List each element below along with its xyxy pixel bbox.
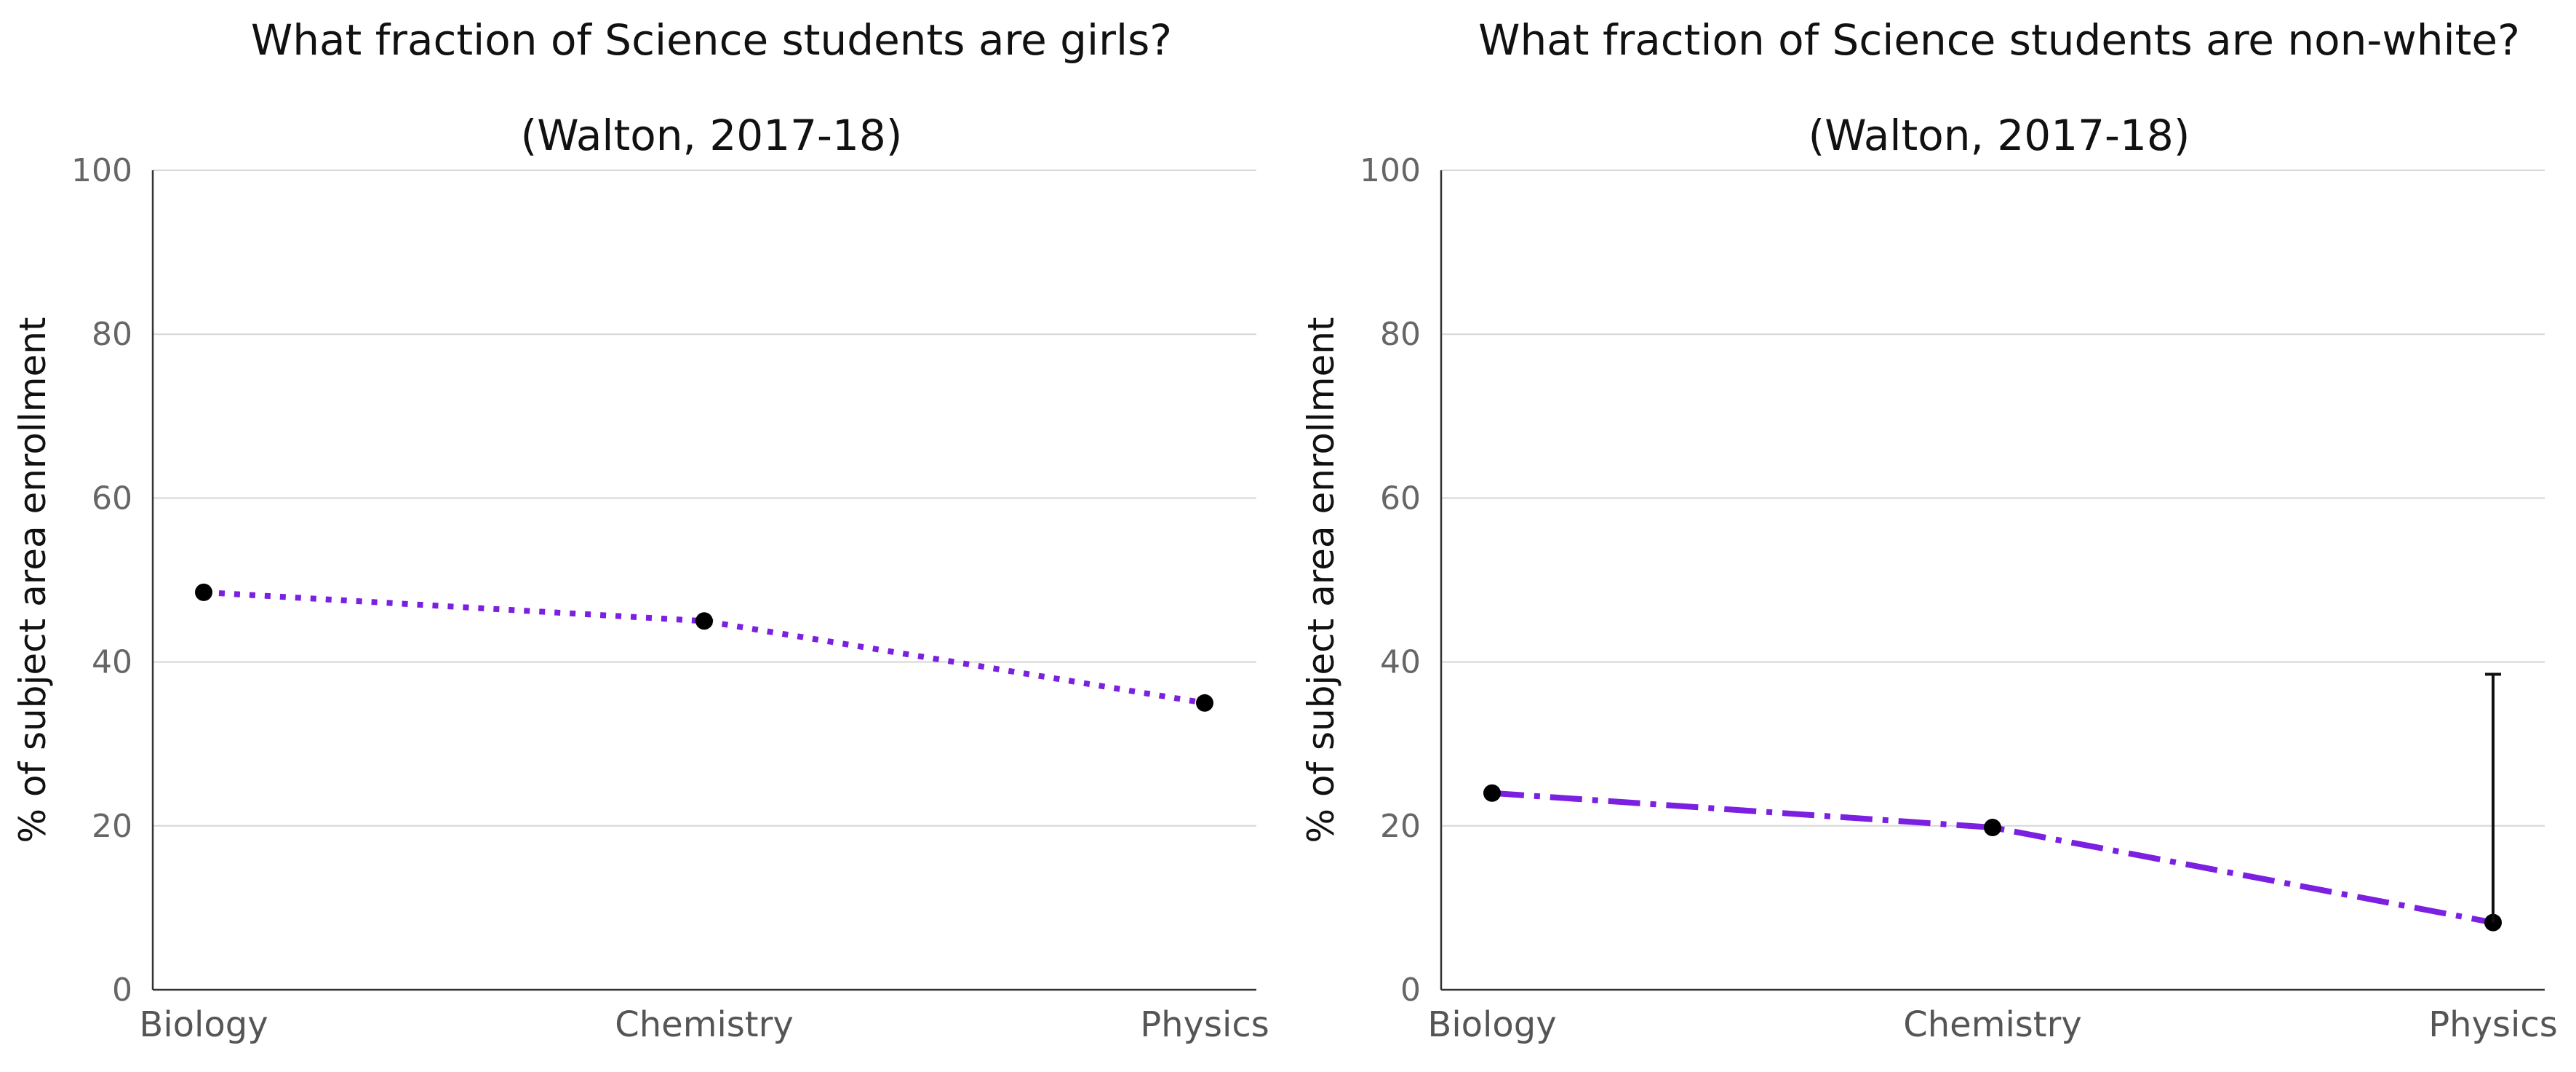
y-tick-label: 100 (1360, 152, 1421, 189)
chart-panel-non-white: What fraction of Science students are no… (1300, 15, 2558, 1045)
y-tick-label: 0 (112, 972, 132, 1009)
x-category-label: Biology (1427, 1004, 1556, 1045)
x-category-label: Chemistry (1903, 1004, 2082, 1045)
data-point (195, 583, 212, 601)
x-category-label: Chemistry (615, 1004, 794, 1045)
chart-subtitle: (Walton, 2017-18) (521, 111, 903, 160)
chart-title: What fraction of Science students are gi… (251, 15, 1172, 65)
y-tick-label: 20 (92, 808, 132, 845)
x-category-label: Biology (139, 1004, 268, 1045)
y-tick-label: 20 (1380, 808, 1421, 845)
data-point (1984, 819, 2001, 837)
x-category-label: Physics (1140, 1004, 1269, 1045)
chart-subtitle: (Walton, 2017-18) (1809, 111, 2190, 160)
series-line (1491, 790, 2494, 926)
gridlines (1441, 170, 2545, 827)
chart-title: What fraction of Science students are no… (1478, 15, 2520, 65)
x-category-labels: Biology Chemistry Physics (1427, 1004, 2557, 1045)
data-point (695, 612, 713, 630)
y-axis-label: % of subject area enrollment (1300, 317, 1342, 843)
chart-panel-girls: What fraction of Science students are gi… (12, 15, 1269, 1045)
gridlines (153, 170, 1256, 827)
y-tick-label: 40 (92, 644, 132, 681)
y-tick-labels: 0 20 40 60 80 100 (71, 152, 132, 1009)
data-point (1196, 694, 1213, 712)
x-category-label: Physics (2428, 1004, 2558, 1045)
series-line (203, 589, 1205, 706)
y-tick-label: 40 (1380, 644, 1421, 681)
y-tick-labels: 0 20 40 60 80 100 (1360, 152, 1421, 1009)
y-tick-label: 60 (92, 480, 132, 517)
y-axis-label: % of subject area enrollment (12, 317, 54, 843)
y-tick-label: 100 (71, 152, 132, 189)
y-tick-label: 0 (1400, 972, 1421, 1009)
x-category-labels: Biology Chemistry Physics (139, 1004, 1269, 1045)
data-point (1483, 784, 1501, 802)
y-tick-label: 60 (1380, 480, 1421, 517)
y-tick-label: 80 (1380, 316, 1421, 353)
y-tick-label: 80 (92, 316, 132, 353)
